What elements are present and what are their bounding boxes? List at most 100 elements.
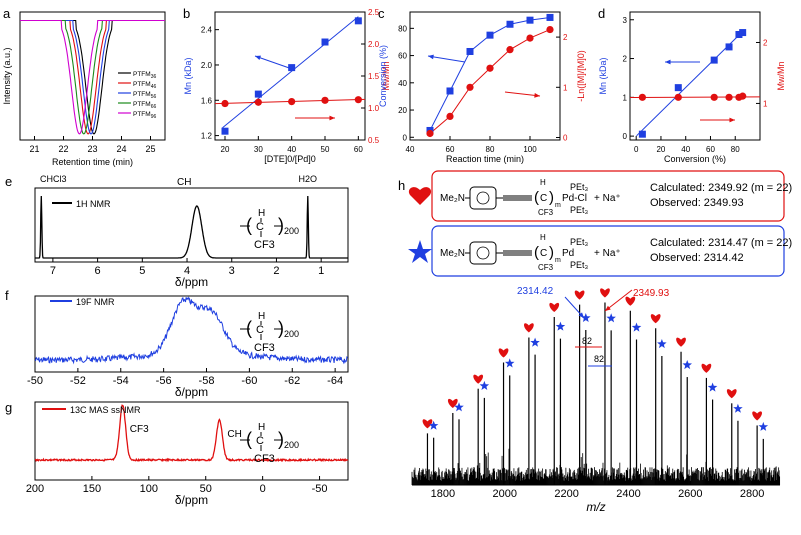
arrow-head (534, 93, 540, 98)
x-tick-label: 24 (116, 144, 126, 154)
circle-marker (486, 64, 494, 72)
panel-e: 7 6 5 4 3 2 1 1H NMR CHCl3 CH H2O δ/ppm e (5, 174, 349, 289)
square-marker (725, 43, 733, 51)
arrow-head (665, 59, 671, 65)
y-tick-label: 1.0 (368, 104, 380, 113)
y-tick-label: 80 (398, 24, 407, 33)
y-axis-label: Intensity (a.u.) (2, 47, 12, 104)
x-tick-label: 23 (87, 144, 97, 154)
legend-box-heart: Me₂N ( H C CF3 ) m Pd-Cl PEt₃ PEt₃ + Na⁺… (431, 170, 792, 222)
circle-marker (354, 96, 362, 104)
svg-text:H: H (540, 233, 546, 242)
x-tick-label: 1800 (431, 488, 455, 500)
y-tick-label: 1.6 (201, 96, 213, 105)
panel-a: 21 22 23 24 25 PTFM36PTFM46PTFM56PTFM66PTFM96… (2, 6, 166, 167)
x-tick-label: -52 (70, 375, 86, 387)
svg-text:PEt₃: PEt₃ (570, 260, 589, 270)
svg-text:C: C (540, 193, 547, 204)
x-tick-label: 0 (634, 145, 639, 154)
x-tick-label: 5 (139, 265, 145, 277)
svg-text:PEt₃: PEt₃ (570, 182, 589, 192)
svg-text:H: H (540, 178, 546, 187)
square-marker (674, 84, 682, 92)
x-tick-label: 3 (229, 265, 235, 277)
y-tick-label: 2.0 (201, 61, 213, 70)
circle-marker (466, 83, 474, 91)
heart-marker (498, 348, 509, 358)
annotation-h2o: H2O (298, 174, 317, 184)
svg-text:): ) (549, 189, 554, 206)
x-tick-label: 60 (354, 145, 363, 154)
heart-marker (422, 419, 433, 429)
x-tick-label: 2200 (554, 488, 578, 500)
x-tick-label: 2600 (678, 488, 702, 500)
group-cf3: CF3 (254, 453, 275, 465)
y-tick-label: 2 (763, 38, 768, 47)
x-tick-label: -58 (199, 375, 215, 387)
atom-h: H (258, 311, 265, 322)
y-tick-label: 40 (398, 79, 407, 88)
square-marker (288, 64, 296, 72)
circle-marker (321, 96, 329, 104)
x-tick-label: 80 (731, 145, 740, 154)
x-axis-label: [DTE]0/[Pd]0 (264, 154, 316, 164)
axis-arrow-left (254, 55, 296, 71)
panel-label-f: f (5, 288, 9, 303)
annotation-2349: 2349.93 (633, 288, 670, 299)
x-tick-label: -62 (284, 375, 300, 387)
heart-marker (625, 296, 636, 306)
x-tick-label: -50 (312, 483, 328, 495)
y-axis-right-label: Mw/Mn (381, 62, 391, 91)
circle-marker (710, 93, 718, 101)
x-axis-label: δ/ppm (175, 275, 208, 289)
subscript-200: 200 (284, 226, 299, 236)
panel-label-d: d (598, 6, 605, 21)
y-tick-label: 2.4 (201, 26, 213, 35)
svg-text:PEt₃: PEt₃ (570, 237, 589, 247)
heart-marker (473, 374, 484, 384)
heart-marker (650, 314, 661, 324)
svg-text:C: C (540, 248, 547, 259)
arrow-head (729, 117, 735, 123)
heart-marker (447, 398, 458, 408)
square-marker (354, 17, 362, 25)
legend-text-PTFM96: PTFM96 (133, 111, 156, 120)
x-tick-label: 50 (321, 145, 330, 154)
bracket-open: ( (246, 318, 252, 338)
heart-marker (676, 337, 686, 347)
x-tick-label: 2400 (616, 488, 640, 500)
y-tick-label: 1.2 (201, 132, 213, 141)
y-axis-left-label: Conversion (%) (378, 45, 388, 107)
x-tick-label: 20 (221, 145, 230, 154)
y-tick-label: 0.5 (368, 136, 380, 145)
y-axis-right-label: Mw/Mn (776, 62, 786, 91)
x-tick-label: 40 (406, 145, 415, 154)
circle-marker (638, 93, 646, 101)
legend-box-star: Me₂N ( H C CF3 ) m Pd PEt₃ PEt₃ + Na⁺ Ca… (431, 225, 792, 277)
svg-text:(: ( (534, 244, 539, 261)
x-tick-label: 100 (523, 145, 537, 154)
circle-marker (506, 46, 514, 54)
circle-marker (288, 98, 296, 106)
x-tick-label: 2800 (740, 488, 764, 500)
x-tick-label: 30 (254, 145, 263, 154)
heart-marker (524, 323, 534, 333)
spectrum-1h (35, 195, 348, 259)
x-tick-label: 22 (58, 144, 68, 154)
heart-marker (600, 288, 610, 298)
group-cf3: CF3 (254, 342, 275, 354)
legend-heart-icon (408, 187, 432, 205)
y-tick-label: 1 (763, 99, 768, 108)
x-tick-label: 0 (260, 483, 266, 495)
plot-frame (34, 401, 349, 481)
x-tick-label: 7 (50, 265, 56, 277)
x-axis-label: Reaction time (min) (446, 154, 524, 164)
panel-label-b: b (183, 6, 190, 21)
x-tick-label: 40 (287, 145, 296, 154)
svg-text:m: m (555, 202, 561, 209)
svg-text:): ) (549, 244, 554, 261)
y-tick-label: 60 (398, 52, 407, 61)
spectrum-13c (34, 404, 349, 463)
legend-text-1h: 1H NMR (76, 199, 111, 209)
